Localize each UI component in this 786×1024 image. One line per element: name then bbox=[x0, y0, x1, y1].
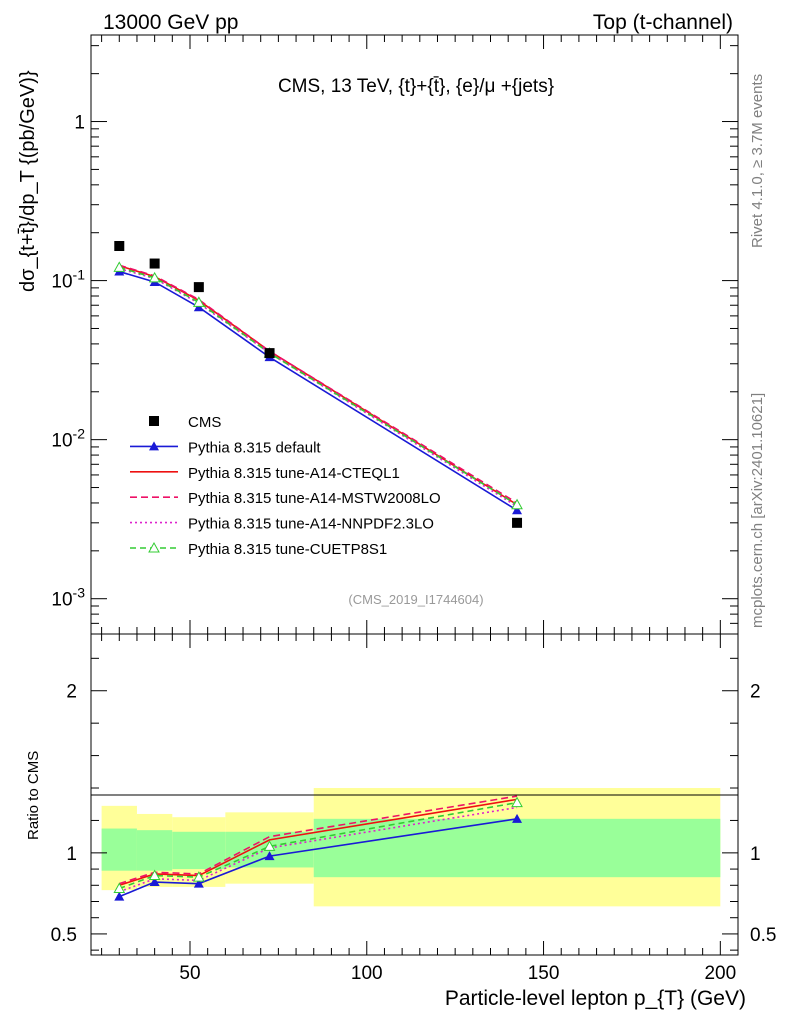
ratio-y-axis-label: Ratio to CMS bbox=[25, 751, 42, 840]
legend-entry: Pythia 8.315 tune-A14-CTEQL1 bbox=[188, 465, 400, 482]
legend-entry: Pythia 8.315 tune-A14-MSTW2008LO bbox=[188, 490, 441, 507]
y-tick-label: 10-1 bbox=[51, 267, 85, 293]
legend-swatch-marker bbox=[149, 441, 159, 451]
ratio-panel: 0.5 0.5 1 1 2 2 50 100 150 200 Ratio to CMS bbox=[25, 633, 776, 984]
cms-data-point bbox=[193, 282, 204, 293]
ratio-series-point bbox=[511, 796, 523, 808]
ratio-series-point bbox=[264, 851, 275, 861]
main-series-point bbox=[113, 261, 126, 272]
ratio-y-tick-label: 0.5 bbox=[51, 925, 77, 946]
ratio-y-tick-label-right: 0.5 bbox=[750, 925, 776, 946]
ratio-series-point bbox=[114, 891, 125, 901]
y-tick-label: 10-3 bbox=[51, 585, 85, 611]
main-series-point bbox=[511, 498, 523, 510]
main-series-point bbox=[192, 296, 205, 307]
main-series-point bbox=[148, 271, 161, 283]
x-tick-label: 150 bbox=[528, 963, 560, 984]
ratio-series-point bbox=[512, 813, 523, 823]
main-title: CMS, 13 TeV, {t}+{t̄}, {e}/μ +{jets} bbox=[278, 76, 554, 97]
legend-entry: Pythia 8.315 default bbox=[188, 439, 321, 456]
analysis-id-label: (CMS_2019_I1744604) bbox=[348, 592, 483, 607]
x-tick-label: 200 bbox=[704, 963, 736, 984]
ratio-series-point bbox=[113, 882, 126, 894]
mcplots-site-label: mcplots.cern.ch [arXiv:2401.10621] bbox=[749, 393, 766, 628]
ratio-series-point bbox=[149, 877, 160, 887]
ratio-series-point bbox=[263, 840, 276, 851]
header-energy-label: 13000 GeV pp bbox=[103, 11, 238, 34]
main-series-line bbox=[119, 266, 518, 506]
ratio-frame bbox=[90, 633, 739, 956]
cms-data-point bbox=[512, 517, 523, 528]
ratio-y-tick-label: 1 bbox=[66, 844, 77, 865]
cms-data-point bbox=[114, 241, 125, 252]
cms-data-point bbox=[149, 258, 160, 269]
ratio-band-inner bbox=[101, 828, 137, 871]
ratio-band-inner bbox=[136, 830, 173, 871]
main-series-point bbox=[512, 505, 523, 515]
ratio-y-tick-label-right: 2 bbox=[750, 682, 761, 703]
cms-data-point bbox=[264, 348, 275, 359]
header-process-label: Top (t-channel) bbox=[593, 11, 733, 34]
ratio-y-tick-label: 2 bbox=[66, 682, 77, 703]
main-series-line bbox=[119, 264, 518, 504]
legend: CMS Pythia 8.315 default Pythia 8.315 tune… bbox=[130, 414, 441, 558]
main-y-axis-label: dσ_{t+t̄}/dp_T {(pb/GeV)} bbox=[17, 70, 39, 292]
ratio-band-inner bbox=[313, 818, 721, 878]
y-tick-label: 1 bbox=[74, 113, 85, 134]
legend-entry: CMS bbox=[188, 414, 221, 431]
x-tick-label: 100 bbox=[351, 963, 383, 984]
legend-swatch-cms bbox=[149, 416, 159, 426]
main-panel: 1 10-1 10-2 10-3 CMS, 13 TeV, {t}+{t̄}, {e}… bbox=[17, 34, 739, 635]
ratio-series-point bbox=[192, 871, 205, 882]
y-tick-label: 10-2 bbox=[51, 426, 85, 452]
legend-entry: Pythia 8.315 tune-A14-NNPDF2.3LO bbox=[188, 516, 434, 533]
ratio-y-tick-label-right: 1 bbox=[750, 844, 761, 865]
rivet-version-label: Rivet 4.1.0, ≥ 3.7M events bbox=[749, 74, 766, 248]
x-tick-label: 50 bbox=[179, 963, 200, 984]
x-axis-label: Particle-level lepton p_{T} (GeV) bbox=[445, 987, 746, 1010]
legend-entry: Pythia 8.315 tune-CUETP8S1 bbox=[188, 541, 387, 558]
ratio-band-inner bbox=[172, 831, 226, 870]
legend-swatch-marker bbox=[148, 541, 160, 553]
ratio-series-point bbox=[193, 878, 204, 888]
ratio-series-point bbox=[148, 869, 161, 881]
